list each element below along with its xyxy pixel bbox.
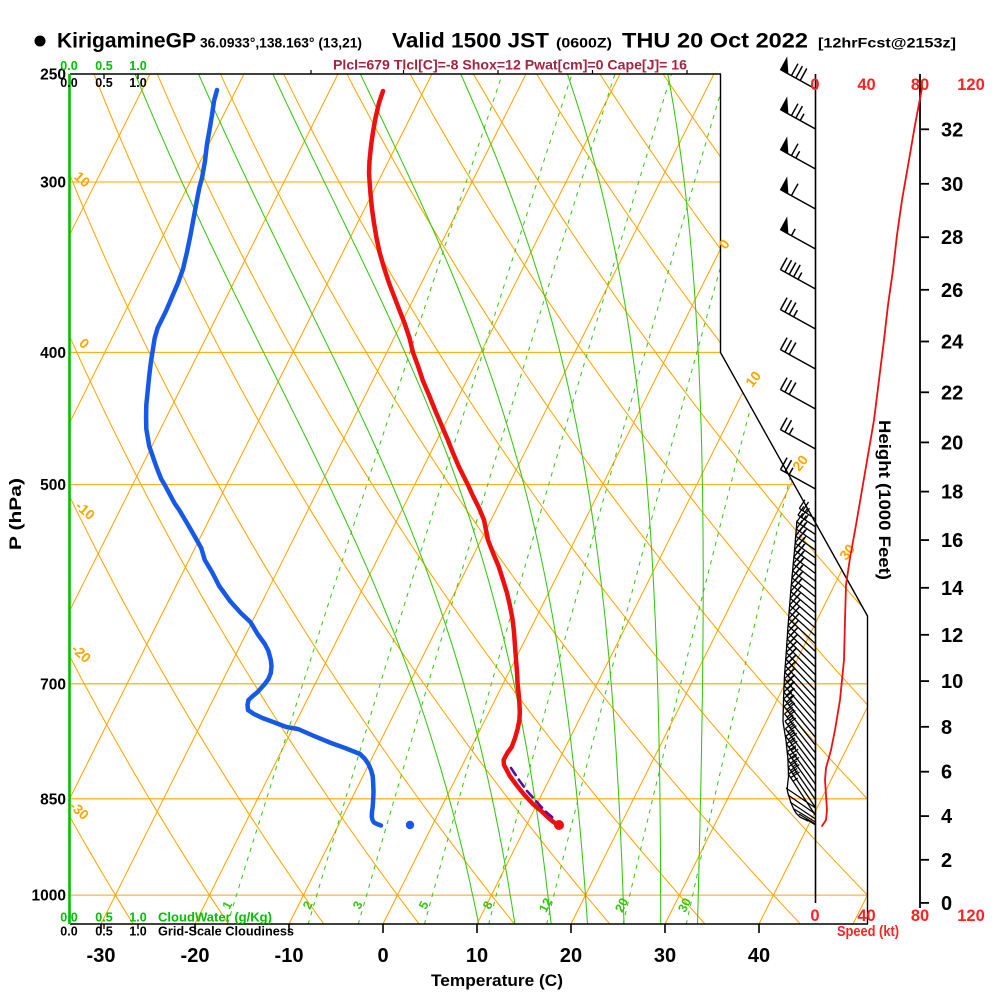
svg-text:0: 0 (810, 907, 819, 925)
svg-text:36.0933°,138.163° (13,21): 36.0933°,138.163° (13,21) (200, 35, 362, 51)
svg-text:Height (1000 Feet): Height (1000 Feet) (875, 420, 894, 580)
svg-text:120: 120 (957, 907, 985, 925)
svg-text:2: 2 (941, 850, 952, 872)
svg-text:Speed (kt): Speed (kt) (837, 924, 899, 940)
svg-text:0.5: 0.5 (95, 76, 112, 90)
svg-text:1.0: 1.0 (129, 911, 146, 925)
svg-text:10: 10 (941, 671, 963, 693)
svg-text:KirigamineGP: KirigamineGP (57, 30, 196, 53)
svg-text:80: 80 (911, 76, 929, 94)
svg-text:0.0: 0.0 (60, 925, 77, 939)
svg-text:850: 850 (40, 791, 66, 808)
svg-text:700: 700 (40, 676, 66, 693)
svg-text:1000: 1000 (32, 888, 66, 905)
svg-text:P (hPa): P (hPa) (6, 478, 25, 550)
svg-text:30: 30 (941, 174, 963, 196)
svg-text:20: 20 (612, 896, 631, 915)
svg-text:300: 300 (40, 175, 66, 192)
svg-text:6: 6 (941, 762, 952, 784)
svg-text:30: 30 (675, 896, 694, 915)
svg-text:4: 4 (941, 806, 953, 828)
svg-text:16: 16 (941, 530, 963, 552)
svg-text:1.0: 1.0 (129, 925, 146, 939)
svg-text:20: 20 (560, 945, 582, 967)
svg-text:32: 32 (941, 119, 963, 141)
svg-text:80: 80 (911, 907, 929, 925)
svg-text:40: 40 (857, 907, 875, 925)
svg-text:0.5: 0.5 (95, 59, 112, 73)
svg-text:-20: -20 (181, 945, 210, 967)
svg-text:0.0: 0.0 (60, 76, 77, 90)
svg-text:8: 8 (941, 717, 952, 739)
svg-text:12: 12 (941, 625, 963, 647)
svg-text:26: 26 (941, 280, 963, 302)
svg-text:500: 500 (40, 477, 66, 494)
svg-text:0.0: 0.0 (60, 911, 77, 925)
svg-text:(0600Z): (0600Z) (556, 35, 612, 51)
svg-text:0.5: 0.5 (95, 911, 112, 925)
svg-text:30: 30 (654, 945, 676, 967)
svg-text:250: 250 (40, 67, 66, 84)
svg-text:18: 18 (941, 482, 963, 504)
svg-text:Valid 1500 JST: Valid 1500 JST (392, 30, 549, 53)
svg-text:Plcl=679 Tlcl[C]=-8 Shox=12 Pw: Plcl=679 Tlcl[C]=-8 Shox=12 Pwat[cm]=0 C… (333, 57, 687, 73)
svg-text:1.0: 1.0 (129, 76, 146, 90)
svg-text:Grid-Scale Cloudiness: Grid-Scale Cloudiness (158, 925, 294, 939)
svg-text:400: 400 (40, 345, 66, 362)
svg-text:THU 20 Oct 2022: THU 20 Oct 2022 (622, 30, 808, 53)
svg-text:CloudWater (g/Kg): CloudWater (g/Kg) (158, 911, 272, 925)
svg-text:24: 24 (941, 332, 964, 354)
svg-text:0.0: 0.0 (60, 59, 77, 73)
svg-text:40: 40 (857, 76, 875, 94)
svg-text:0: 0 (810, 76, 819, 94)
svg-text:Temperature (C): Temperature (C) (431, 971, 563, 990)
svg-text:0.5: 0.5 (95, 925, 112, 939)
svg-text:0: 0 (941, 893, 952, 915)
svg-text:10: 10 (466, 945, 488, 967)
svg-text:20: 20 (941, 432, 963, 454)
svg-text:12: 12 (536, 896, 555, 915)
svg-text:40: 40 (748, 945, 770, 967)
svg-text:[12hrFcst@2153z]: [12hrFcst@2153z] (818, 35, 956, 51)
svg-text:-10: -10 (275, 945, 304, 967)
svg-text:14: 14 (941, 578, 964, 600)
svg-text:28: 28 (941, 227, 963, 249)
svg-text:120: 120 (957, 76, 985, 94)
svg-text:1.0: 1.0 (129, 59, 146, 73)
svg-text:22: 22 (941, 382, 963, 404)
svg-text:0: 0 (377, 945, 388, 967)
svg-text:-30: -30 (87, 945, 116, 967)
